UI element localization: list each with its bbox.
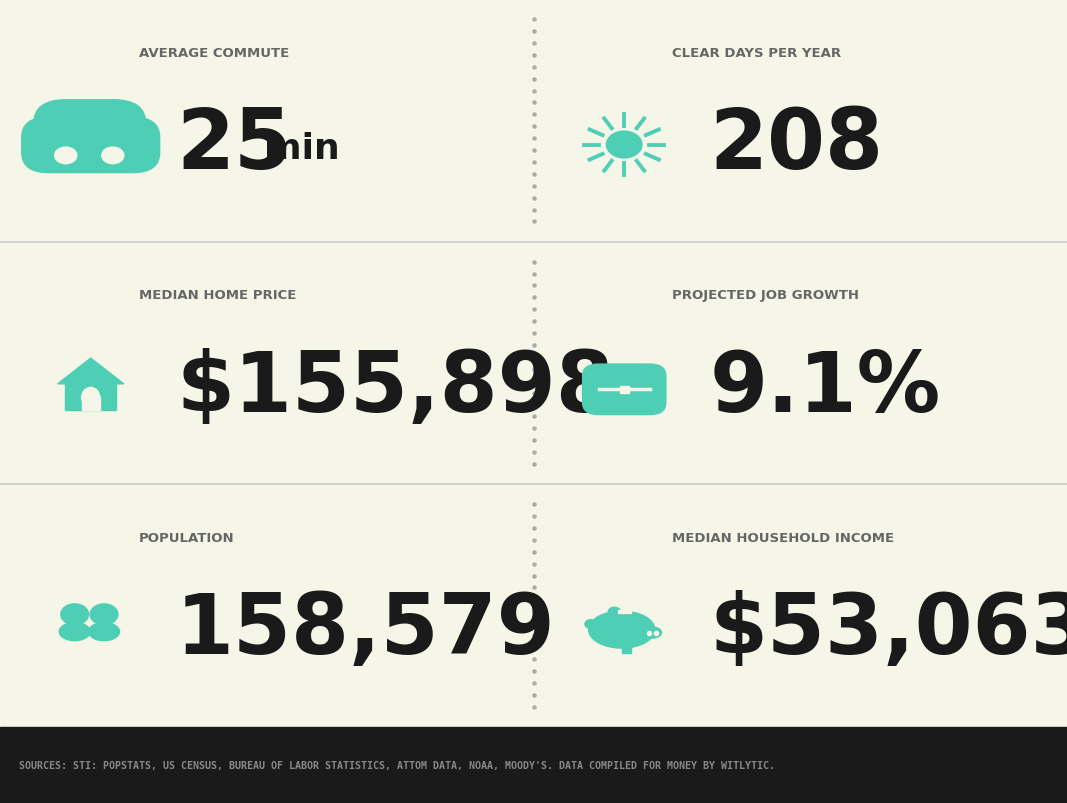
Ellipse shape: [589, 611, 655, 648]
Ellipse shape: [60, 623, 91, 641]
FancyBboxPatch shape: [34, 100, 146, 163]
Text: 158,579: 158,579: [176, 589, 556, 671]
Text: MEDIAN HOUSEHOLD INCOME: MEDIAN HOUSEHOLD INCOME: [672, 532, 894, 544]
Bar: [620, 386, 628, 393]
FancyBboxPatch shape: [21, 118, 160, 173]
Text: 208: 208: [710, 105, 883, 185]
Circle shape: [61, 604, 89, 625]
Text: PROJECTED JOB GROWTH: PROJECTED JOB GROWTH: [672, 289, 859, 302]
Ellipse shape: [608, 608, 621, 617]
Circle shape: [585, 620, 596, 629]
FancyBboxPatch shape: [583, 365, 666, 415]
Circle shape: [90, 604, 117, 625]
Bar: [82, 397, 100, 411]
Text: POPULATION: POPULATION: [139, 532, 235, 544]
Text: $53,063: $53,063: [710, 589, 1067, 671]
Text: $155,898: $155,898: [176, 347, 614, 428]
Text: MEDIAN HOME PRICE: MEDIAN HOME PRICE: [139, 289, 296, 302]
Bar: [618, 610, 631, 613]
Text: AVERAGE COMMUTE: AVERAGE COMMUTE: [139, 47, 289, 59]
Text: min: min: [264, 132, 339, 165]
Text: 9.1%: 9.1%: [710, 347, 941, 428]
Ellipse shape: [81, 388, 100, 408]
Ellipse shape: [642, 627, 662, 638]
Ellipse shape: [89, 623, 120, 641]
Circle shape: [606, 132, 642, 159]
Circle shape: [101, 148, 124, 165]
Polygon shape: [58, 359, 124, 385]
Text: SOURCES: STI: POPSTATS, US CENSUS, BUREAU OF LABOR STATISTICS, ATTOM DATA, NOAA,: SOURCES: STI: POPSTATS, US CENSUS, BUREA…: [19, 760, 776, 770]
FancyBboxPatch shape: [0, 727, 1067, 803]
Bar: [65, 384, 116, 411]
Circle shape: [54, 148, 77, 165]
Text: 25: 25: [176, 105, 292, 185]
Bar: [622, 646, 631, 653]
Text: CLEAR DAYS PER YEAR: CLEAR DAYS PER YEAR: [672, 47, 842, 59]
